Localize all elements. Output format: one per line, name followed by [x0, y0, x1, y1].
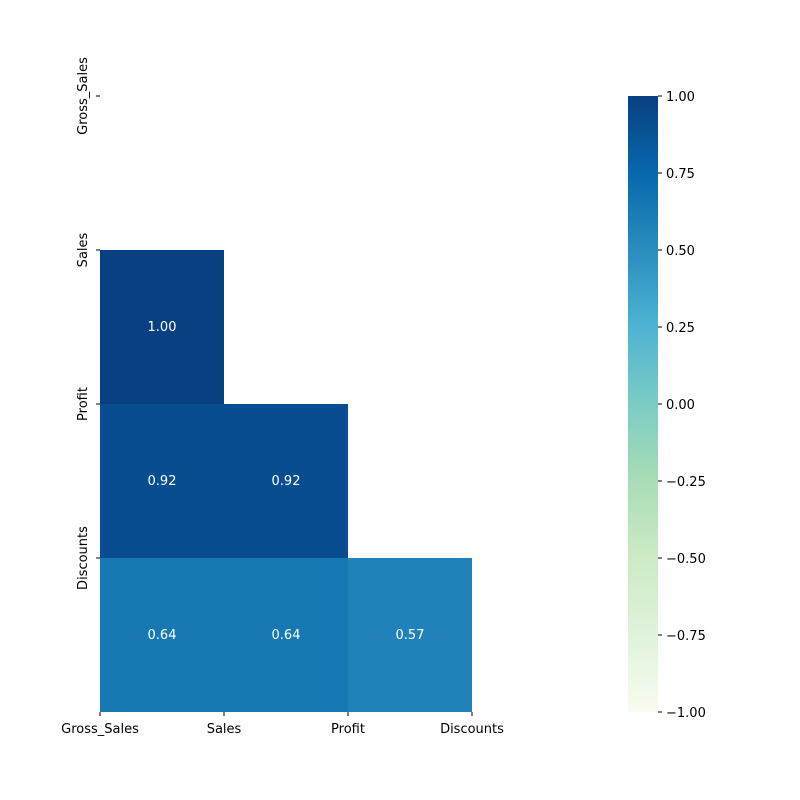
cell-annotation: 1.00 — [148, 320, 177, 335]
colorbar-tick-label: 0.00 — [666, 398, 695, 413]
y-tick-label: Discounts — [76, 526, 91, 590]
heatmap-cell-discounts-gross_sales — [100, 558, 224, 712]
colorbar: 1.00 0.75 0.50 0.25 0.00 −0.25 −0.50 −0.75 −1.00 — [628, 90, 706, 721]
cell-annotation: 0.57 — [396, 628, 425, 643]
x-tick-label: Sales — [207, 722, 242, 737]
colorbar-gradient — [628, 96, 658, 712]
colorbar-tick-label: 1.00 — [666, 90, 695, 105]
colorbar-tick-label: 0.50 — [666, 244, 695, 259]
heatmap-cell-discounts-profit — [348, 558, 472, 712]
colorbar-tick-label: −0.25 — [666, 475, 706, 490]
x-tick-label: Gross_Sales — [61, 722, 139, 737]
x-tick-label: Profit — [331, 722, 365, 737]
heatmap-annotations: 1.00 0.92 0.92 0.64 0.64 0.57 — [148, 320, 425, 643]
y-tick-label: Gross_Sales — [76, 57, 91, 135]
cell-annotation: 0.64 — [272, 628, 301, 643]
x-axis: Gross_Sales Sales Profit Discounts — [61, 712, 504, 737]
colorbar-tick-label: −0.75 — [666, 629, 706, 644]
y-axis: Gross_Sales Sales Profit Discounts — [76, 57, 100, 590]
y-tick-label: Sales — [76, 232, 91, 267]
cell-annotation: 0.92 — [272, 474, 301, 489]
colorbar-tick-label: −0.50 — [666, 552, 706, 567]
colorbar-tick-label: −1.00 — [666, 706, 706, 721]
cell-annotation: 0.64 — [148, 628, 177, 643]
heatmap-cells — [100, 250, 472, 712]
heatmap-cell-profit-gross_sales — [100, 404, 224, 558]
y-tick-label: Profit — [76, 387, 91, 421]
x-tick-label: Discounts — [440, 722, 504, 737]
cell-annotation: 0.92 — [148, 474, 177, 489]
heatmap-cell-profit-sales — [224, 404, 348, 558]
heatmap-cell-sales-gross_sales — [100, 250, 224, 404]
colorbar-tick-label: 0.75 — [666, 167, 695, 182]
colorbar-tick-label: 0.25 — [666, 321, 695, 336]
heatmap-cell-discounts-sales — [224, 558, 348, 712]
